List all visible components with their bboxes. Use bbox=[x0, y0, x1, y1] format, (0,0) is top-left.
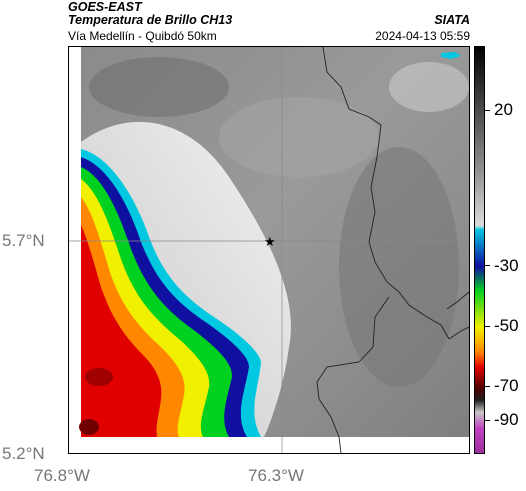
colorbar-tick-neg90 bbox=[485, 420, 490, 421]
colorbar-label-neg50: -50 bbox=[494, 316, 519, 335]
lon-label-right: 76.3°W bbox=[248, 466, 304, 485]
satellite-source: GOES-EAST bbox=[68, 0, 142, 14]
band-darkred-spots bbox=[79, 368, 113, 435]
institution-label: SIATA bbox=[434, 13, 470, 27]
lon-label-left: 76.8°W bbox=[34, 466, 90, 485]
colorbar-tick-neg30 bbox=[485, 265, 490, 266]
no-data-left bbox=[69, 47, 81, 453]
boundary-line-east-end bbox=[448, 326, 469, 340]
lat-label-top: 5.7°N bbox=[2, 231, 45, 250]
timestamp-label: 2024-04-13 05:59 bbox=[375, 29, 470, 43]
boundary-line-ne bbox=[446, 291, 469, 310]
map-canvas: ★ bbox=[69, 47, 469, 453]
no-data-bottom bbox=[69, 437, 469, 453]
lat-label-bottom: 5.2°N bbox=[2, 444, 45, 463]
product-title: Temperatura de Brillo CH13 bbox=[68, 13, 233, 27]
temperature-colorbar bbox=[474, 46, 485, 454]
colorbar-label-neg90: -90 bbox=[494, 410, 519, 429]
colorbar-tick-20 bbox=[485, 110, 490, 111]
colorbar-label-neg30: -30 bbox=[494, 256, 519, 275]
cloud-texture bbox=[89, 57, 469, 387]
colorbar-tick-neg70 bbox=[485, 386, 490, 387]
colorbar-tick-neg50 bbox=[485, 326, 490, 327]
cyan-cell-top-right bbox=[441, 52, 461, 59]
satellite-map[interactable]: ★ bbox=[68, 46, 470, 454]
star-marker-icon: ★ bbox=[264, 235, 276, 250]
colorbar-label-20: 20 bbox=[494, 100, 513, 119]
boundary-line-east bbox=[322, 47, 450, 340]
region-label: Vía Medellín - Quibdó 50km bbox=[68, 29, 217, 43]
boundary-line-south bbox=[316, 296, 390, 453]
colorbar-label-neg70: -70 bbox=[494, 376, 519, 395]
